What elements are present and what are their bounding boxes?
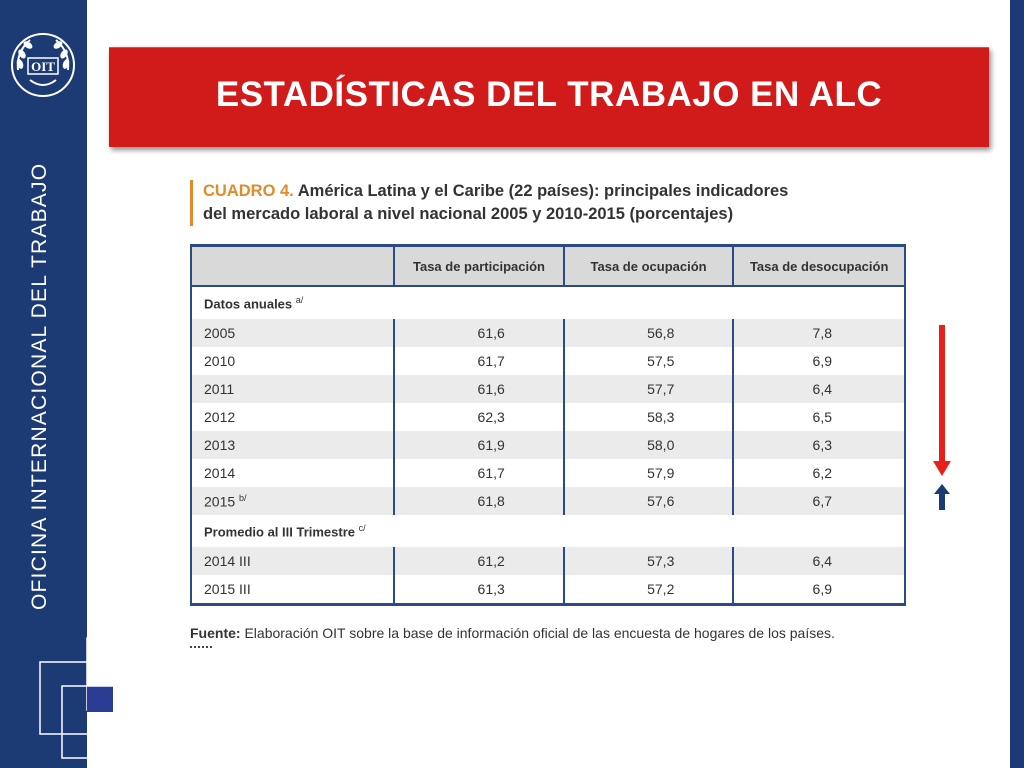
logo-text: OIT (31, 59, 55, 74)
section-label-text: Datos anuales (204, 296, 293, 312)
source-note: Fuente: Elaboración OIT sobre la base de… (190, 625, 835, 641)
row-year: 2010 (204, 353, 236, 369)
row-year: 2011 (191, 375, 395, 403)
cell-ocupacion: 57,5 (562, 347, 734, 375)
row-year: 2005 (191, 319, 395, 347)
table-caption: CUADRO 4. América Latina y el Caribe (22… (190, 180, 903, 226)
table-header-row: Tasa de participación Tasa de ocupación … (191, 244, 905, 287)
section-note: c/ (358, 522, 366, 533)
blue-up-arrow-icon (934, 484, 950, 510)
table-row: 2010 61,7 57,5 6,9 (191, 347, 905, 375)
cell-participacion: 61,9 (393, 431, 564, 459)
side-band (0, 0, 87, 768)
right-band (1010, 0, 1024, 768)
source-text: Elaboración OIT sobre la base de informa… (244, 625, 835, 641)
cell-desocupacion: 6,4 (732, 375, 905, 403)
row-year: 2012 (204, 409, 236, 425)
cell-ocupacion: 56,8 (562, 319, 734, 347)
red-down-arrow-icon (933, 325, 951, 476)
row-year: 2013 (191, 431, 395, 459)
row-year: 2015 (204, 493, 236, 510)
cell-ocupacion: 57,7 (562, 375, 734, 403)
page-title: ESTADÍSTICAS DEL TRABAJO EN ALC (215, 75, 883, 114)
cell-participacion: 61,2 (393, 547, 564, 575)
cell-ocupacion: 58,0 (562, 431, 734, 459)
notes-stub (190, 646, 212, 652)
header-ocupacion: Tasa de ocupación (562, 244, 734, 287)
table-row: 2015 III 61,3 57,2 6,9 (191, 575, 905, 606)
organization-name: OFICINA INTERNACIONAL DEL TRABAJO (28, 162, 51, 610)
cell-ocupacion: 57,3 (562, 547, 734, 575)
header-desocupacion: Tasa de desocupación (732, 244, 905, 287)
cell-desocupacion: 6,2 (732, 459, 905, 487)
section-label: Promedio al III Trimestre c/ (191, 515, 905, 547)
section-label: Datos anuales a/ (191, 286, 905, 319)
header-participacion: Tasa de participación (393, 244, 564, 287)
section-row-annual: Datos anuales a/ (191, 286, 905, 319)
cell-participacion: 61,3 (393, 575, 564, 606)
table-row: 2013 61,9 58,0 6,3 (191, 431, 905, 459)
cell-participacion: 61,7 (393, 347, 564, 375)
table-row: 2015 b/ 61,8 57,6 6,7 (191, 487, 905, 515)
header-blank (191, 244, 395, 287)
title-banner: ESTADÍSTICAS DEL TRABAJO EN ALC (109, 47, 989, 147)
cell-desocupacion: 6,3 (732, 431, 905, 459)
cell-ocupacion: 58,3 (562, 403, 734, 431)
table-row: 2014 III 61,2 57,3 6,4 (191, 547, 905, 575)
row-year: 2014 (204, 465, 236, 481)
table-row: 2005 61,6 56,8 7,8 (191, 319, 905, 347)
row-note: b/ (239, 492, 247, 503)
section-label-text: Promedio al III Trimestre (204, 524, 355, 540)
table-row: 2011 61,6 57,7 6,4 (191, 375, 905, 403)
section-note: a/ (295, 294, 304, 305)
cell-desocupacion: 6,4 (732, 547, 905, 575)
cell-participacion: 62,3 (393, 403, 564, 431)
cell-ocupacion: 57,6 (562, 487, 734, 515)
cell-participacion: 61,7 (393, 459, 564, 487)
caption-line-1: CUADRO 4. América Latina y el Caribe (22… (203, 180, 903, 203)
table-row: 2012 62,3 58,3 6,5 (191, 403, 905, 431)
cell-desocupacion: 6,7 (732, 487, 905, 515)
cell-desocupacion: 6,9 (732, 347, 905, 375)
cell-participacion: 61,8 (393, 487, 564, 515)
caption-text-1: América Latina y el Caribe (22 países): … (297, 182, 789, 200)
row-year-cell: 2015 b/ (191, 487, 395, 515)
cell-desocupacion: 7,8 (732, 319, 905, 347)
table-row: 2014 61,7 57,9 6,2 (191, 459, 905, 487)
decorative-squares (39, 637, 160, 759)
row-year: 2015 III (191, 575, 395, 606)
oit-logo-icon: OIT (11, 33, 75, 97)
section-row-quarter: Promedio al III Trimestre c/ (191, 515, 905, 547)
cell-desocupacion: 6,9 (732, 575, 905, 606)
cell-participacion: 61,6 (393, 375, 564, 403)
cell-participacion: 61,6 (393, 319, 564, 347)
labor-indicators-table: Tasa de participación Tasa de ocupación … (190, 244, 906, 606)
cell-desocupacion: 6,5 (732, 403, 905, 431)
caption-line-2: del mercado laboral a nivel nacional 200… (203, 205, 734, 223)
cell-ocupacion: 57,2 (562, 575, 734, 606)
caption-tag: CUADRO 4. (203, 182, 294, 200)
source-label: Fuente: (190, 625, 241, 641)
cell-ocupacion: 57,9 (562, 459, 734, 487)
row-year: 2014 III (191, 547, 395, 575)
